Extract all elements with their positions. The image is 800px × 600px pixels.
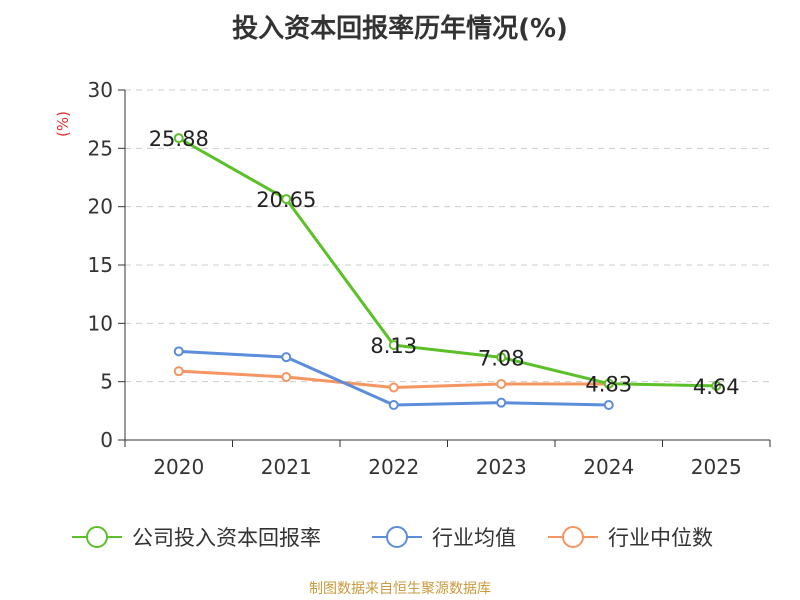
x-tick-label: 2023: [476, 455, 527, 479]
x-tick-label: 2022: [368, 455, 419, 479]
data-label: 8.13: [370, 334, 417, 358]
y-tick-label: 10: [88, 311, 113, 335]
series-lines: [173, 133, 722, 410]
series-line: [178, 136, 717, 388]
data-label: 7.08: [478, 346, 525, 370]
legend-swatch-marker: [386, 526, 408, 548]
x-tick-label: 2024: [583, 455, 634, 479]
data-point: [173, 133, 184, 144]
data-point: [496, 379, 507, 389]
legend-swatch-marker: [86, 526, 108, 548]
data-point: [173, 366, 184, 377]
source-note: 制图数据来自恒生聚源数据库: [309, 581, 491, 597]
y-tick-label: 15: [88, 253, 113, 277]
grid-lines: [125, 89, 770, 383]
y-axis-label: (%): [54, 111, 72, 137]
y-tick-labels: 0 5 10 15 20 25 30: [88, 78, 113, 452]
data-point: [603, 400, 614, 410]
legend-swatch-marker: [562, 526, 584, 548]
data-point: [388, 340, 399, 351]
data-labels: 25.88 20.65 8.13 7.08 4.83 4.64: [149, 127, 740, 399]
y-tick-label: 20: [88, 195, 113, 219]
y-tick-label: 5: [100, 370, 113, 394]
data-point: [173, 346, 184, 357]
legend-label: 公司投入资本回报率: [132, 526, 321, 550]
data-point: [281, 194, 292, 205]
axes: [118, 89, 771, 447]
data-point: [496, 352, 507, 363]
legend-item: 行业均值: [372, 526, 516, 550]
y-tick-label: 25: [88, 136, 113, 160]
data-label: 4.83: [585, 373, 632, 397]
data-point: [388, 382, 399, 393]
legend: 公司投入资本回报率 行业均值 行业中位数: [72, 526, 713, 550]
data-point: [603, 378, 614, 389]
x-tick-label: 2020: [153, 455, 204, 479]
x-tick-labels: 2020 2021 2022 2023 2024 2025: [153, 455, 741, 479]
data-label: 20.65: [256, 188, 316, 212]
y-tick-label: 30: [88, 78, 113, 102]
data-label: 4.64: [693, 375, 740, 399]
legend-label: 行业均值: [432, 526, 516, 550]
x-tick-label: 2025: [691, 455, 742, 479]
data-point: [281, 372, 292, 382]
data-label: 25.88: [149, 127, 209, 151]
data-point: [281, 352, 292, 363]
x-tick-label: 2021: [261, 455, 312, 479]
legend-item: 行业中位数: [548, 526, 713, 550]
data-point: [388, 400, 399, 410]
legend-label: 行业中位数: [608, 526, 713, 550]
series-line: [178, 349, 609, 407]
data-point: [496, 397, 507, 408]
y-tick-label: 0: [100, 428, 113, 452]
chart-title: 投入资本回报率历年情况(%): [232, 14, 568, 44]
legend-item: 公司投入资本回报率: [72, 526, 321, 550]
data-point: [711, 380, 722, 391]
